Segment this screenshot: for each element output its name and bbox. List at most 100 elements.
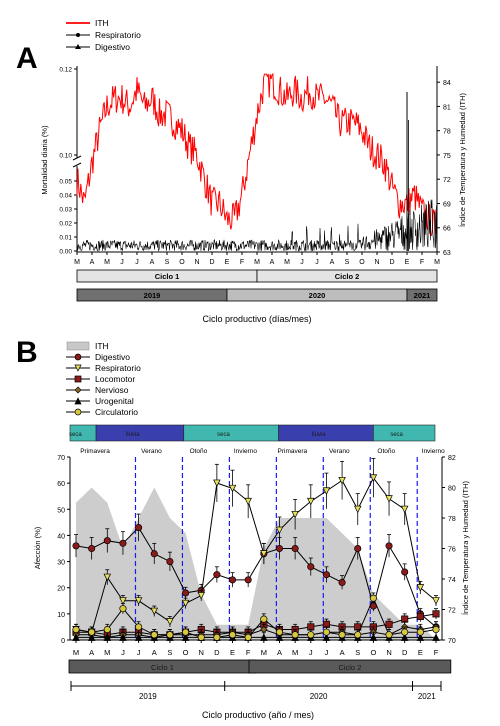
- season-label: seca: [390, 432, 403, 438]
- data-point: [197, 592, 205, 600]
- data-point: [74, 353, 82, 361]
- y-tick-label-left: 70: [57, 455, 65, 462]
- season-band: [278, 424, 374, 442]
- x-tick-label: S: [345, 259, 350, 266]
- data-point: [74, 397, 82, 405]
- season-band: [95, 424, 185, 442]
- x-tick-label: D: [402, 648, 408, 657]
- data-point: [307, 563, 315, 571]
- data-point: [74, 386, 82, 394]
- panel-b: B ITHDigestivoRespiratorioLocomotorNervio…: [16, 336, 470, 720]
- x-tick-label: D: [389, 259, 394, 266]
- data-point: [354, 631, 362, 639]
- data-point: [369, 474, 378, 482]
- data-point: [135, 623, 143, 631]
- legend-marker: [76, 33, 80, 37]
- data-point: [322, 487, 331, 495]
- y-tick-label-left: 0.05: [59, 179, 72, 186]
- legend-label: Nervioso: [95, 385, 129, 395]
- period-label: Otoño: [377, 448, 395, 455]
- data-point: [244, 576, 252, 584]
- x-tick-label: F: [246, 648, 251, 657]
- series-respiratorio-line: [75, 476, 437, 633]
- x-tick-label: M: [261, 648, 267, 657]
- y-tick-label-left: 0.03: [59, 207, 72, 214]
- data-point: [88, 544, 96, 553]
- year-label: 2021: [418, 692, 436, 701]
- data-point: [213, 571, 221, 579]
- data-point: [182, 628, 190, 636]
- period-label: Verano: [329, 448, 350, 455]
- cycle-label: Ciclo 1: [151, 663, 174, 672]
- data-point: [322, 571, 330, 579]
- data-point: [291, 544, 299, 553]
- y-tick-label-right: 69: [443, 201, 451, 208]
- series-ith-area: [76, 487, 436, 640]
- data-point: [385, 542, 393, 550]
- y-tick-label-right: 81: [443, 104, 451, 111]
- y-tick-label-left: 60: [57, 481, 65, 488]
- year-band: [406, 288, 438, 302]
- data-point: [119, 539, 127, 547]
- legend-label: Locomotor: [95, 374, 135, 384]
- y-tick-label-right: 72: [448, 608, 456, 615]
- legend-label: ITH: [95, 18, 109, 28]
- period-label: Invierno: [234, 448, 258, 455]
- x-tick-label: A: [340, 648, 345, 657]
- season-label: seca: [217, 432, 230, 438]
- data-point: [260, 615, 268, 623]
- x-tick-label: A: [277, 648, 282, 657]
- series-respiratorio-line: [76, 199, 438, 252]
- y-tick-label-right: 66: [443, 226, 451, 233]
- period-label: Primavera: [80, 448, 110, 455]
- data-point: [166, 558, 174, 566]
- data-point: [307, 497, 315, 506]
- legend-label: ITH: [95, 341, 109, 351]
- data-point: [385, 495, 393, 503]
- x-tick-label: E: [230, 648, 235, 657]
- y-axis-label-right: Índice de Temperatura y Humedad (ITH): [461, 480, 470, 615]
- period-label: Otoño: [190, 448, 208, 455]
- y-tick-label-left: 30: [57, 560, 65, 567]
- x-tick-label: S: [165, 259, 170, 266]
- data-point: [401, 568, 409, 576]
- x-tick-label: E: [418, 648, 423, 657]
- data-point: [103, 573, 112, 582]
- x-tick-label: S: [355, 648, 360, 657]
- data-point: [72, 625, 80, 634]
- data-point: [291, 631, 299, 639]
- y-tick-label-right: 84: [443, 80, 451, 87]
- data-point: [307, 631, 315, 639]
- legend-label: Circulatorio: [95, 407, 138, 417]
- y-tick-label-right: 76: [448, 547, 456, 554]
- data-point: [74, 364, 82, 372]
- data-point: [400, 505, 409, 514]
- data-point: [103, 537, 111, 545]
- y-tick-label-left: 0: [61, 638, 65, 645]
- data-point: [88, 628, 96, 636]
- data-point: [213, 633, 221, 641]
- data-point: [213, 479, 221, 488]
- data-point: [166, 631, 174, 639]
- x-tick-label: N: [374, 259, 379, 266]
- y-tick-label-left: 10: [57, 612, 65, 619]
- data-point: [244, 497, 252, 506]
- y-tick-label-right: 78: [448, 516, 456, 523]
- x-tick-label: O: [183, 648, 189, 657]
- x-tick-label: A: [330, 259, 335, 266]
- legend-label: Respiratorio: [95, 363, 141, 373]
- series-ith-line: [76, 73, 437, 237]
- x-tick-label: J: [309, 648, 313, 657]
- data-point: [369, 594, 377, 602]
- data-point: [275, 628, 284, 636]
- legend-swatch: [66, 341, 90, 351]
- x-tick-label: O: [359, 259, 365, 266]
- period-label: Verano: [141, 448, 162, 455]
- data-point: [228, 631, 237, 639]
- x-tick-label: J: [135, 259, 139, 266]
- y-tick-label-left: 40: [57, 533, 65, 540]
- y-tick-label-right: 80: [448, 486, 456, 493]
- data-point: [338, 476, 346, 485]
- x-tick-label: N: [194, 259, 199, 266]
- year-label: 2020: [310, 692, 328, 701]
